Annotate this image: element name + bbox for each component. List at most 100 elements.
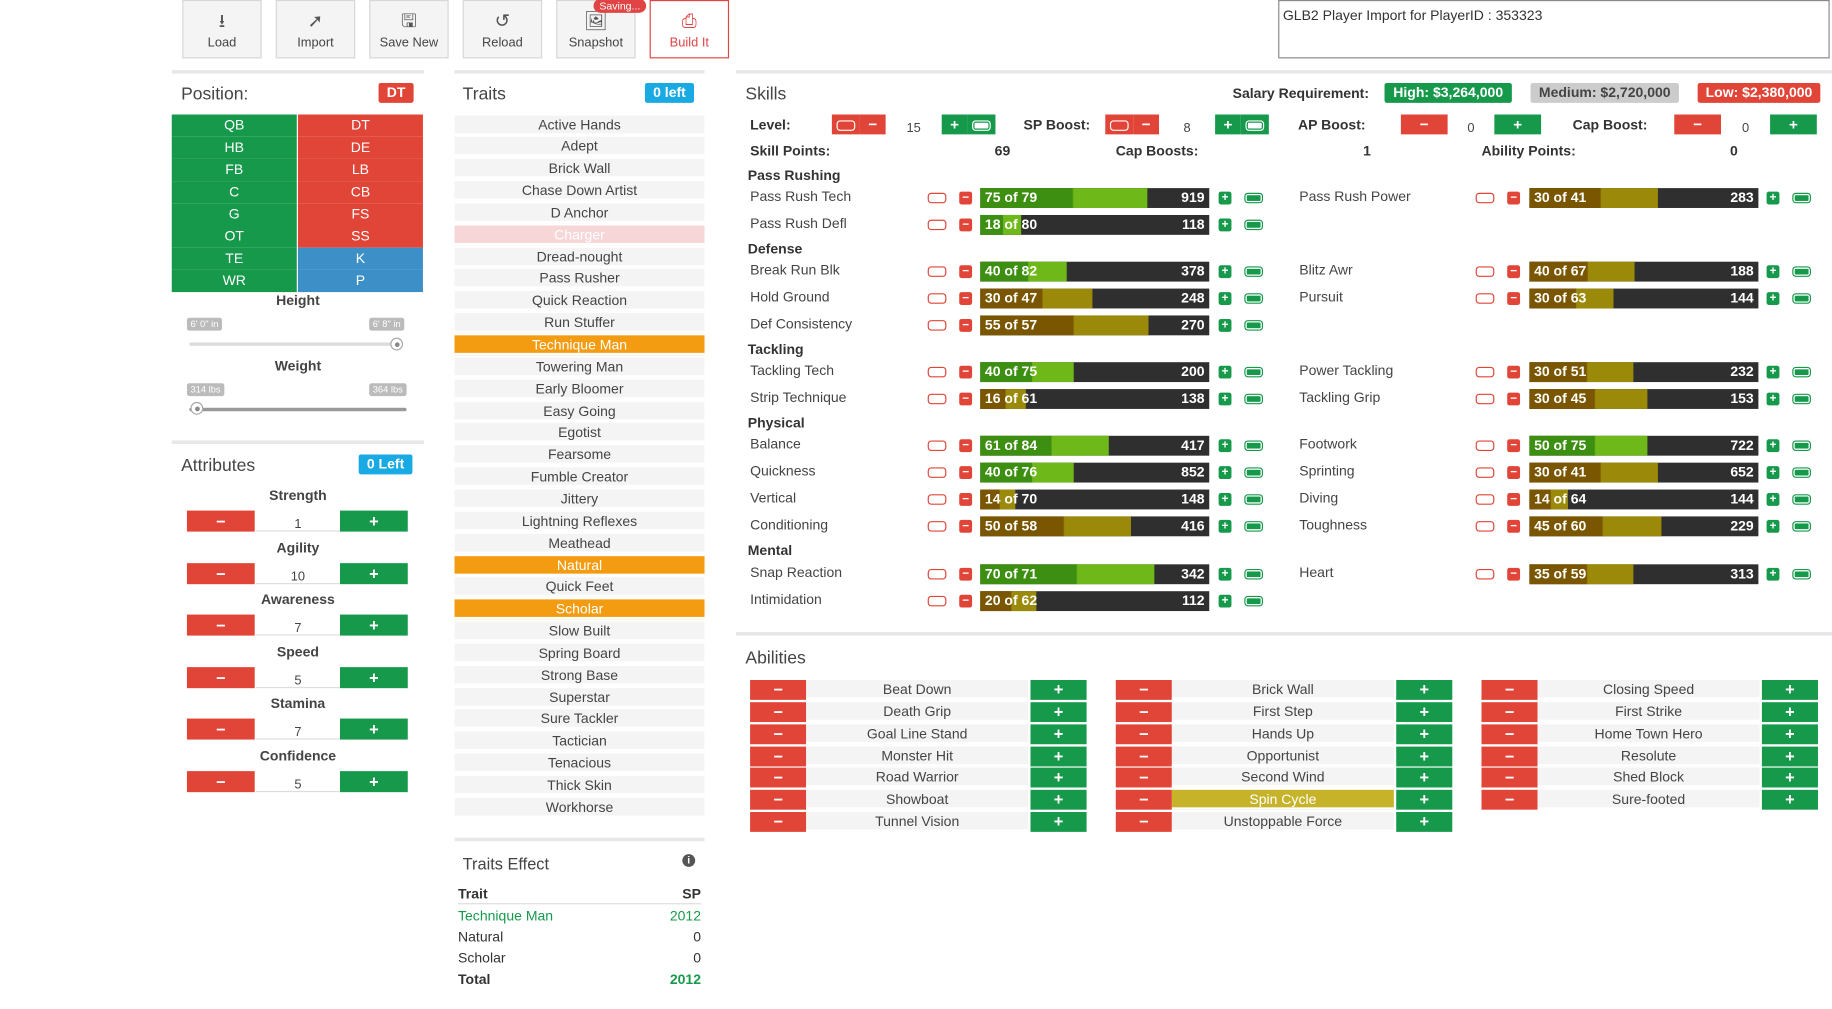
battery-full-icon[interactable] [1792, 293, 1811, 304]
skill-plus-button[interactable]: + [1766, 493, 1780, 506]
sp-boost-min-button[interactable] [1105, 114, 1134, 135]
battery-full-icon[interactable] [1792, 467, 1811, 478]
skill-plus-button[interactable]: + [1766, 567, 1780, 581]
skill-plus-button[interactable]: + [1218, 365, 1232, 379]
ability-tunnel-vision[interactable]: Tunnel Vision [806, 812, 1029, 832]
battery-full-icon[interactable] [1244, 320, 1264, 331]
attribute-value-agility[interactable]: 10 [255, 563, 340, 584]
ability-minus-button[interactable]: − [750, 702, 807, 722]
skill-minus-button[interactable]: − [959, 265, 973, 279]
level-value[interactable]: 15 [906, 121, 921, 136]
ability-minus-button[interactable]: − [750, 812, 807, 832]
ability-plus-button[interactable]: + [1396, 746, 1453, 766]
ability-plus-button[interactable]: + [1030, 746, 1087, 766]
battery-full-icon[interactable] [1792, 494, 1811, 505]
weight-slider-handle[interactable] [190, 401, 204, 415]
ability-first-step[interactable]: First Step [1171, 702, 1394, 722]
attribute-value-speed[interactable]: 5 [255, 667, 340, 688]
cap-boost-value[interactable]: 0 [1741, 121, 1750, 136]
skill-plus-button[interactable]: + [1766, 265, 1780, 279]
battery-full-icon[interactable] [1792, 568, 1811, 580]
battery-full-icon[interactable] [1244, 266, 1264, 277]
battery-full-icon[interactable] [1792, 393, 1811, 405]
skill-plus-button[interactable]: + [1218, 392, 1232, 406]
ability-minus-button[interactable]: − [1115, 702, 1172, 722]
ap-boost-minus-button[interactable]: − [1400, 114, 1448, 135]
trait-run-stuffer[interactable]: Run Stuffer [454, 313, 705, 334]
skill-minus-button[interactable]: − [959, 191, 973, 205]
trait-lightning-reflexes[interactable]: Lightning Reflexes [454, 511, 705, 532]
position-g[interactable]: G [171, 203, 297, 226]
trait-early-bloomer[interactable]: Early Bloomer [454, 379, 705, 400]
trait-tactician[interactable]: Tactician [454, 731, 705, 752]
attribute-plus-button[interactable]: + [339, 510, 408, 532]
battery-empty-icon[interactable] [927, 192, 947, 204]
skill-plus-button[interactable]: + [1766, 191, 1780, 205]
level-min-button[interactable] [831, 114, 860, 135]
battery-empty-icon[interactable] [1475, 521, 1495, 532]
trait-egotist[interactable]: Egotist [454, 423, 705, 444]
ability-minus-button[interactable]: − [1481, 702, 1538, 722]
ability-plus-button[interactable]: + [1396, 768, 1453, 788]
skill-plus-button[interactable]: + [1218, 466, 1232, 480]
ability-road-warrior[interactable]: Road Warrior [806, 768, 1029, 788]
battery-full-icon[interactable] [1244, 467, 1264, 478]
battery-full-icon[interactable] [1792, 366, 1811, 378]
ability-first-strike[interactable]: First Strike [1537, 702, 1760, 722]
position-qb[interactable]: QB [171, 114, 297, 137]
battery-empty-icon[interactable] [1475, 440, 1495, 451]
ability-minus-button[interactable]: − [1115, 679, 1172, 700]
height-slider[interactable] [189, 342, 400, 346]
ability-plus-button[interactable]: + [1396, 812, 1453, 832]
ap-boost-value[interactable]: 0 [1467, 121, 1475, 136]
ability-death-grip[interactable]: Death Grip [806, 702, 1029, 722]
sp-boost-value[interactable]: 8 [1183, 121, 1191, 136]
battery-empty-icon[interactable] [1475, 192, 1495, 204]
ability-minus-button[interactable]: − [750, 746, 807, 766]
ability-plus-button[interactable]: + [1396, 702, 1453, 722]
skill-minus-button[interactable]: − [1507, 466, 1521, 480]
ability-shed-block[interactable]: Shed Block [1537, 768, 1760, 788]
position-k[interactable]: K [297, 247, 423, 270]
load-button[interactable]: ⭳ Load [182, 0, 262, 59]
battery-empty-icon[interactable] [927, 219, 947, 231]
position-fb[interactable]: FB [171, 158, 297, 182]
trait-pass-rusher[interactable]: Pass Rusher [454, 269, 705, 290]
snapshot-button[interactable]: Saving... 🖼 Snapshot [556, 0, 647, 59]
build-it-button[interactable]: ⎙ Build It [649, 0, 730, 59]
attribute-minus-button[interactable]: − [186, 562, 255, 584]
trait-quick-feet[interactable]: Quick Feet [454, 577, 705, 598]
ability-minus-button[interactable]: − [1481, 746, 1538, 766]
battery-full-icon[interactable] [1244, 393, 1264, 405]
trait-jittery[interactable]: Jittery [454, 489, 705, 510]
ability-plus-button[interactable]: + [1761, 702, 1818, 722]
battery-empty-icon[interactable] [927, 366, 947, 378]
skill-minus-button[interactable]: − [1507, 365, 1521, 379]
attribute-value-awareness[interactable]: 7 [255, 615, 340, 636]
ability-minus-button[interactable]: − [750, 790, 807, 810]
skill-minus-button[interactable]: − [959, 466, 973, 480]
ability-plus-button[interactable]: + [1030, 768, 1087, 788]
trait-slow-built[interactable]: Slow Built [454, 621, 705, 642]
skill-minus-button[interactable]: − [1507, 392, 1521, 406]
height-slider-handle[interactable] [390, 337, 404, 351]
battery-full-icon[interactable] [1244, 366, 1264, 378]
import-textbox[interactable]: GLB2 Player Import for PlayerID : 353323 [1278, 0, 1830, 59]
trait-strong-base[interactable]: Strong Base [454, 665, 705, 686]
skill-plus-button[interactable]: + [1218, 292, 1232, 305]
reload-button[interactable]: ↺ Reload [462, 0, 543, 59]
trait-brick-wall[interactable]: Brick Wall [454, 159, 705, 179]
skill-plus-button[interactable]: + [1766, 392, 1780, 406]
trait-quick-reaction[interactable]: Quick Reaction [454, 291, 705, 312]
skill-minus-button[interactable]: − [959, 567, 973, 581]
ability-opportunist[interactable]: Opportunist [1171, 746, 1394, 766]
ability-minus-button[interactable]: − [1481, 724, 1538, 744]
battery-full-icon[interactable] [1244, 293, 1264, 304]
level-max-button[interactable] [967, 114, 996, 135]
battery-full-icon[interactable] [1244, 595, 1264, 607]
ability-brick-wall[interactable]: Brick Wall [1171, 679, 1394, 700]
ability-plus-button[interactable]: + [1030, 812, 1087, 832]
skill-minus-button[interactable]: − [1507, 519, 1521, 533]
position-te[interactable]: TE [171, 247, 297, 270]
attribute-plus-button[interactable]: + [339, 614, 408, 636]
